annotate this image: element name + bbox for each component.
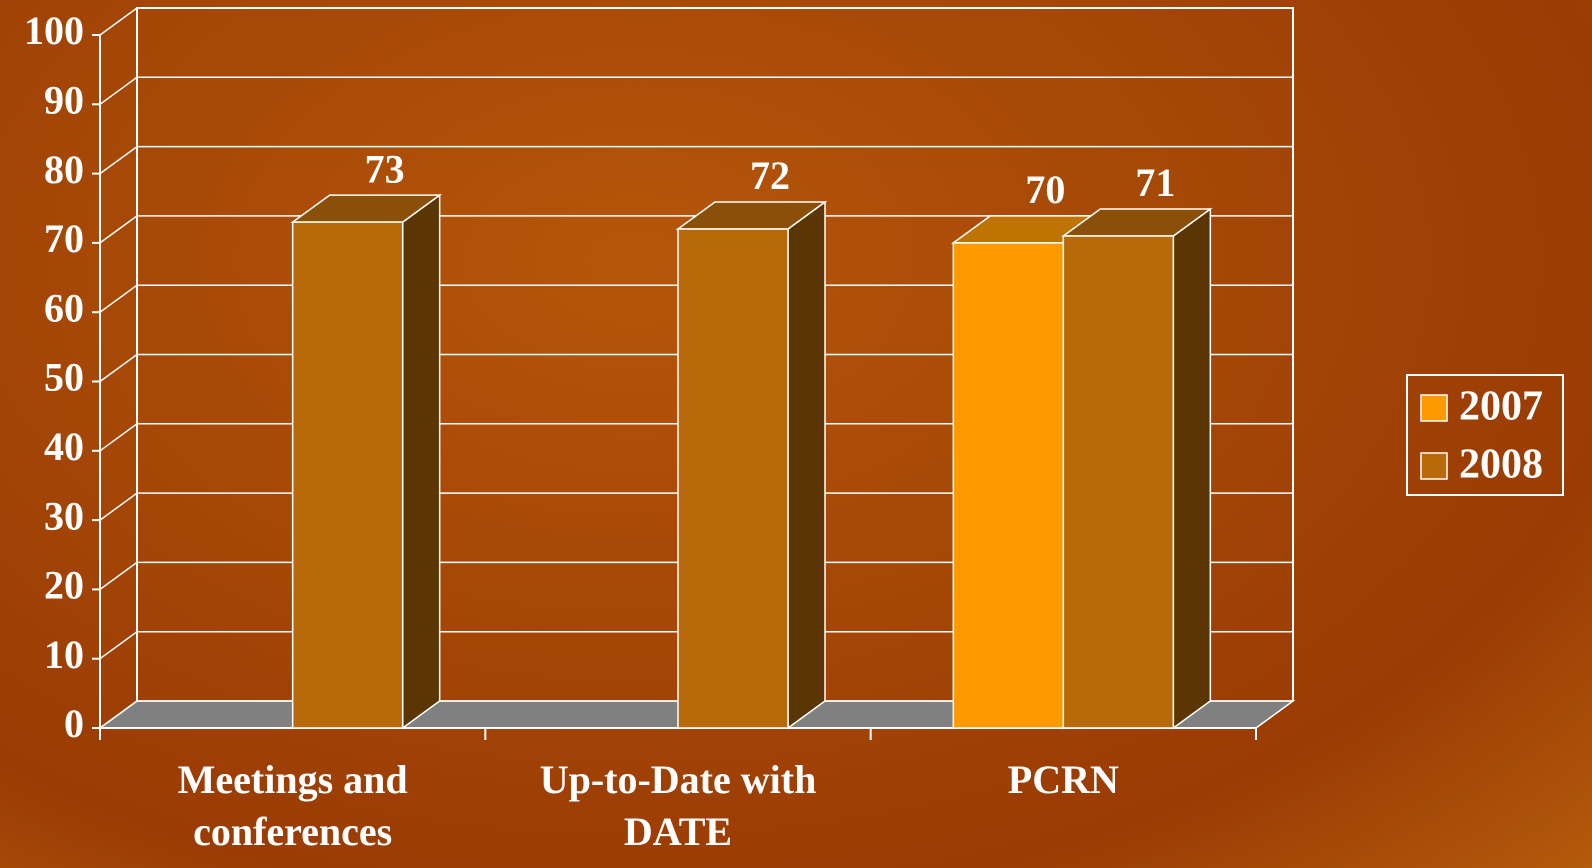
grid-line xyxy=(99,284,1293,313)
y-tick-label: 30 xyxy=(44,493,84,538)
grid-line xyxy=(99,353,1293,383)
y-tick-label: 70 xyxy=(44,216,84,261)
bar xyxy=(291,221,404,729)
x-tick-label: Up-to-Date with DATE xyxy=(539,757,817,854)
value-label: 72 xyxy=(750,153,790,198)
grid-line xyxy=(99,215,1293,244)
grid-line xyxy=(99,630,1293,660)
x-tick-label: PCRN xyxy=(1007,757,1119,802)
y-tick-label: 10 xyxy=(44,632,84,677)
legend-box xyxy=(1406,374,1564,496)
legend-swatch xyxy=(1420,452,1448,480)
bar xyxy=(952,242,1065,729)
grid-line xyxy=(99,7,1293,36)
y-tick-label: 90 xyxy=(44,77,84,122)
bar xyxy=(1062,235,1175,729)
grid-line xyxy=(99,492,1293,521)
y-tick-label: 40 xyxy=(44,424,84,469)
legend-label: 2007 xyxy=(1459,384,1543,430)
y-tick-label: 50 xyxy=(44,355,84,400)
y-tick-label: 0 xyxy=(64,701,84,746)
grid-line xyxy=(99,700,1293,729)
y-tick-label: 60 xyxy=(44,285,84,330)
value-label: 70 xyxy=(1025,167,1065,212)
bar-side xyxy=(787,200,826,730)
y-tick-label: 100 xyxy=(24,8,84,53)
x-tick-label: Meetings and conferences xyxy=(177,757,408,854)
grid-line xyxy=(99,423,1293,452)
value-label: 73 xyxy=(365,146,405,191)
bar-side xyxy=(401,193,441,730)
y-tick-label: 80 xyxy=(44,147,84,192)
bar xyxy=(677,228,789,729)
grid-line xyxy=(99,76,1293,105)
legend-swatch xyxy=(1420,394,1448,422)
value-label: 71 xyxy=(1135,160,1175,205)
grid-line xyxy=(99,561,1293,591)
grid-line xyxy=(99,145,1293,175)
bar-side xyxy=(1172,207,1212,730)
legend-label: 2008 xyxy=(1459,442,1543,488)
y-tick-label: 20 xyxy=(44,563,84,608)
